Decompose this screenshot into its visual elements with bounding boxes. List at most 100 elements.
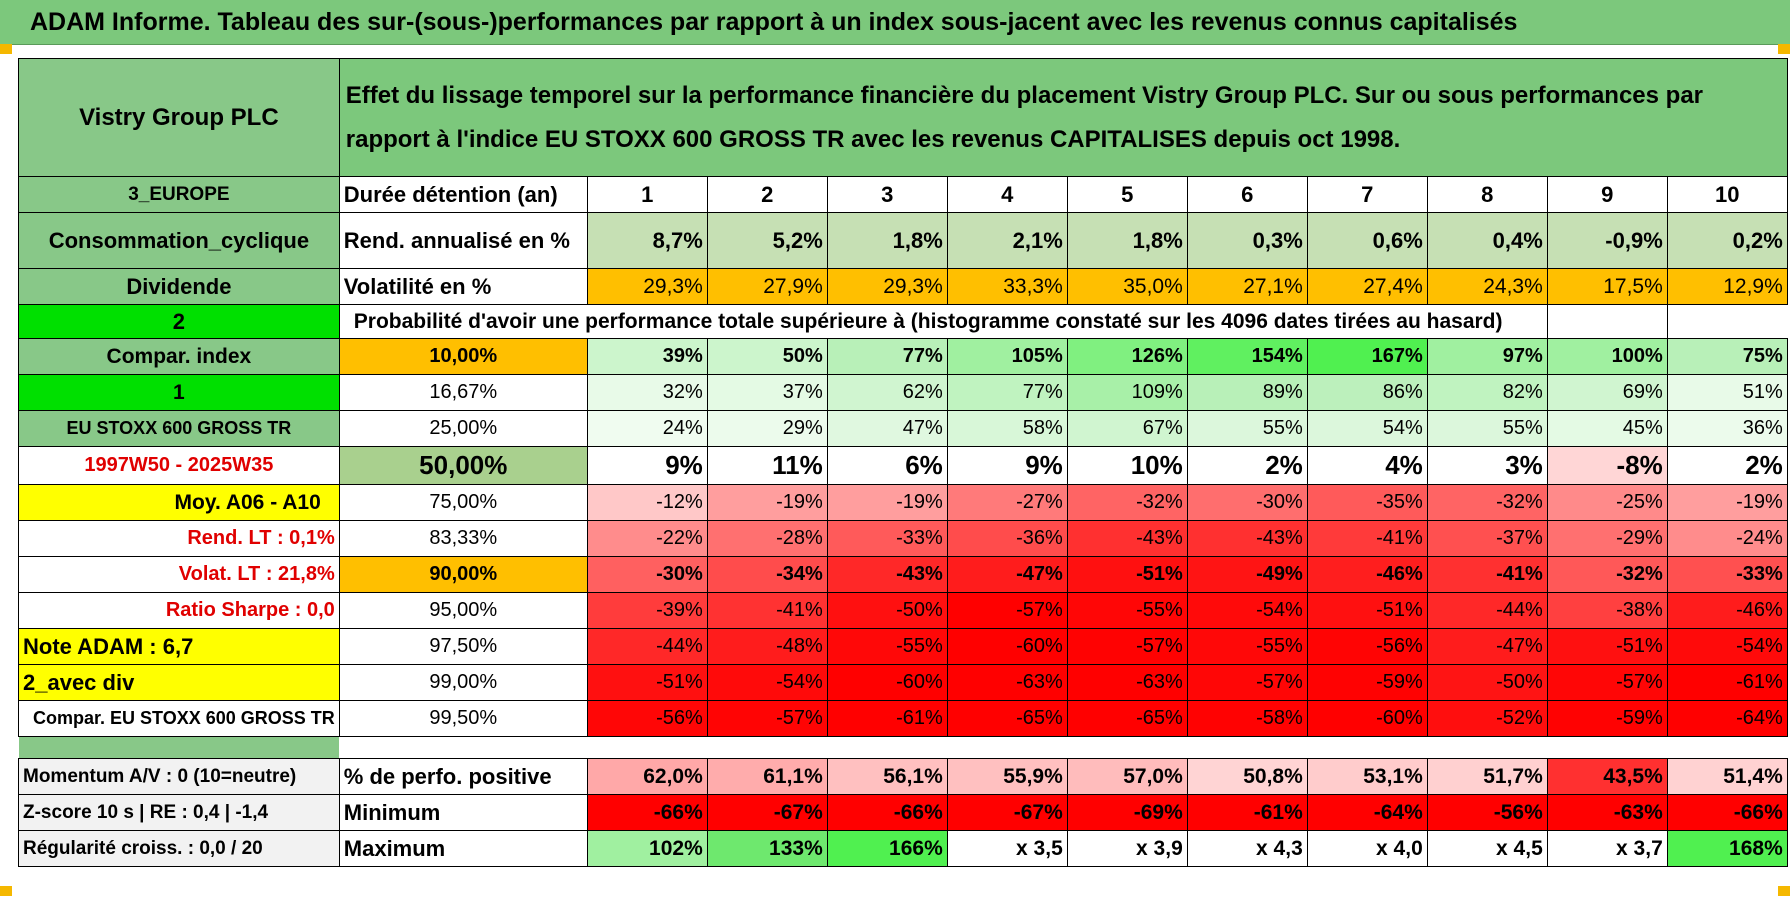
annual-return-value: 0,3% bbox=[1186, 212, 1308, 269]
volatility-value: 17,5% bbox=[1546, 268, 1668, 305]
long-term-return: Rend. LT : 0,1% bbox=[18, 520, 340, 557]
performance-cell: 69% bbox=[1546, 374, 1668, 411]
performance-cell: -43% bbox=[826, 556, 948, 593]
average-label: Moy. A06 - A10 bbox=[18, 484, 340, 521]
frame-marker bbox=[0, 44, 12, 54]
year-header: 3 bbox=[826, 176, 948, 213]
table-row: Note ADAM : 6,7 97,50% -44% -48% -55% -60% -57… bbox=[18, 628, 1788, 665]
performance-cell: -36% bbox=[946, 520, 1068, 557]
spacer-cell bbox=[587, 737, 707, 759]
stat-value: 61,1% bbox=[706, 758, 828, 795]
percentile-threshold: 95,00% bbox=[338, 592, 588, 629]
performance-cell: -27% bbox=[946, 484, 1068, 521]
performance-cell: -32% bbox=[1066, 484, 1188, 521]
spacer-cell bbox=[1547, 737, 1667, 759]
performance-cell: 62% bbox=[826, 374, 948, 411]
performance-cell: -64% bbox=[1666, 700, 1788, 737]
performance-cell: -39% bbox=[586, 592, 708, 629]
performance-cell: 39% bbox=[586, 338, 708, 375]
volatility-value: 24,3% bbox=[1426, 268, 1548, 305]
stat-value: 57,0% bbox=[1066, 758, 1188, 795]
performance-cell: -46% bbox=[1306, 556, 1428, 593]
volatility-value: 29,3% bbox=[586, 268, 708, 305]
dividend-mode: 2_avec div bbox=[18, 664, 340, 701]
annual-return-value: 0,4% bbox=[1426, 212, 1548, 269]
performance-cell: 55% bbox=[1186, 410, 1308, 447]
table-row: Ratio Sharpe : 0,0 95,00% -39% -41% -50% -57%… bbox=[18, 592, 1788, 629]
spacer-cell bbox=[339, 737, 587, 759]
performance-cell: -41% bbox=[706, 592, 828, 629]
performance-cell: -65% bbox=[1066, 700, 1188, 737]
volatility-value: 33,3% bbox=[946, 268, 1068, 305]
stat-value: x 3,9 bbox=[1066, 830, 1188, 867]
table-row: 1 16,67% 32% 37% 62% 77% 109% 89% 86% 82% 69% 51% bbox=[18, 374, 1788, 411]
performance-cell: 97% bbox=[1426, 338, 1548, 375]
performance-cell: 58% bbox=[946, 410, 1068, 447]
index-number: 1 bbox=[18, 374, 340, 411]
performance-cell: -63% bbox=[1066, 664, 1188, 701]
table-row: Volat. LT : 21,8% 90,00% -30% -34% -43% -47% -… bbox=[18, 556, 1788, 593]
performance-cell: 29% bbox=[706, 410, 828, 447]
sector-label: Consommation_cyclique bbox=[18, 212, 340, 269]
compare-index-label: Compar. index bbox=[18, 338, 340, 375]
performance-cell: -19% bbox=[1666, 484, 1788, 521]
volatility-label: Volatilité en % bbox=[338, 268, 588, 305]
annual-return-value: 1,8% bbox=[826, 212, 948, 269]
performance-cell: -50% bbox=[826, 592, 948, 629]
stat-value: 56,1% bbox=[826, 758, 948, 795]
performance-cell: 47% bbox=[826, 410, 948, 447]
performance-cell: -55% bbox=[1066, 592, 1188, 629]
stat-value: -66% bbox=[586, 794, 708, 831]
percentile-threshold: 50,00% bbox=[338, 446, 588, 485]
dividend-label: Dividende bbox=[18, 268, 340, 305]
percentile-threshold: 97,50% bbox=[338, 628, 588, 665]
year-header: 9 bbox=[1546, 176, 1668, 213]
percentile-threshold: 10,00% bbox=[338, 338, 588, 375]
performance-cell: 2% bbox=[1186, 446, 1308, 485]
spacer-cell bbox=[707, 737, 827, 759]
performance-cell: -55% bbox=[826, 628, 948, 665]
performance-cell: -32% bbox=[1426, 484, 1548, 521]
performance-cell: 2% bbox=[1666, 446, 1788, 485]
table-row: Z-score 10 s | RE : 0,4 | -1,4 Minimum -66… bbox=[18, 794, 1788, 831]
volatility-value: 29,3% bbox=[826, 268, 948, 305]
performance-cell: -61% bbox=[1666, 664, 1788, 701]
stat-value: -69% bbox=[1066, 794, 1188, 831]
performance-cell: 32% bbox=[586, 374, 708, 411]
performance-cell: -58% bbox=[1186, 700, 1308, 737]
stat-label: Z-score 10 s | RE : 0,4 | -1,4 bbox=[18, 794, 340, 831]
percentile-threshold: 25,00% bbox=[338, 410, 588, 447]
performance-cell: -56% bbox=[586, 700, 708, 737]
performance-cell: -43% bbox=[1186, 520, 1308, 557]
table-row: Momentum A/V : 0 (10=neutre)% de perfo. … bbox=[18, 758, 1788, 795]
performance-cell: 50% bbox=[706, 338, 828, 375]
spacer-cell bbox=[18, 736, 340, 759]
stat-value: 55,9% bbox=[946, 758, 1068, 795]
table-row bbox=[18, 736, 1788, 759]
spacer-cell bbox=[827, 737, 947, 759]
annual-return-label: Rend. annualisé en % bbox=[338, 212, 588, 269]
performance-cell: 9% bbox=[946, 446, 1068, 485]
performance-cell: -57% bbox=[1546, 664, 1668, 701]
performance-cell: 9% bbox=[586, 446, 708, 485]
performance-cell: -41% bbox=[1426, 556, 1548, 593]
performance-cell: 154% bbox=[1186, 338, 1308, 375]
table-row: Dividende Volatilité en % 29,3% 27,9% 29,3% 3… bbox=[18, 268, 1788, 305]
performance-cell: -59% bbox=[1306, 664, 1428, 701]
year-header: 5 bbox=[1066, 176, 1188, 213]
stat-value: -66% bbox=[1666, 794, 1788, 831]
table-row: 1997W50 - 2025W35 50,00% 9% 11% 6% 9% 10% 2% 4% 3… bbox=[18, 446, 1788, 485]
percentile-threshold: 83,33% bbox=[338, 520, 588, 557]
performance-cell: -61% bbox=[826, 700, 948, 737]
performance-cell: 109% bbox=[1066, 374, 1188, 411]
performance-cell: -65% bbox=[946, 700, 1068, 737]
percentile-threshold: 90,00% bbox=[338, 556, 588, 593]
performance-cell: 77% bbox=[946, 374, 1068, 411]
performance-cell: -28% bbox=[706, 520, 828, 557]
stat-title: % de perfo. positive bbox=[338, 758, 588, 795]
stat-value: 168% bbox=[1666, 830, 1788, 867]
performance-cell: -55% bbox=[1186, 628, 1308, 665]
performance-cell: -56% bbox=[1306, 628, 1428, 665]
performance-cell: -44% bbox=[1426, 592, 1548, 629]
sharpe-ratio: Ratio Sharpe : 0,0 bbox=[18, 592, 340, 629]
